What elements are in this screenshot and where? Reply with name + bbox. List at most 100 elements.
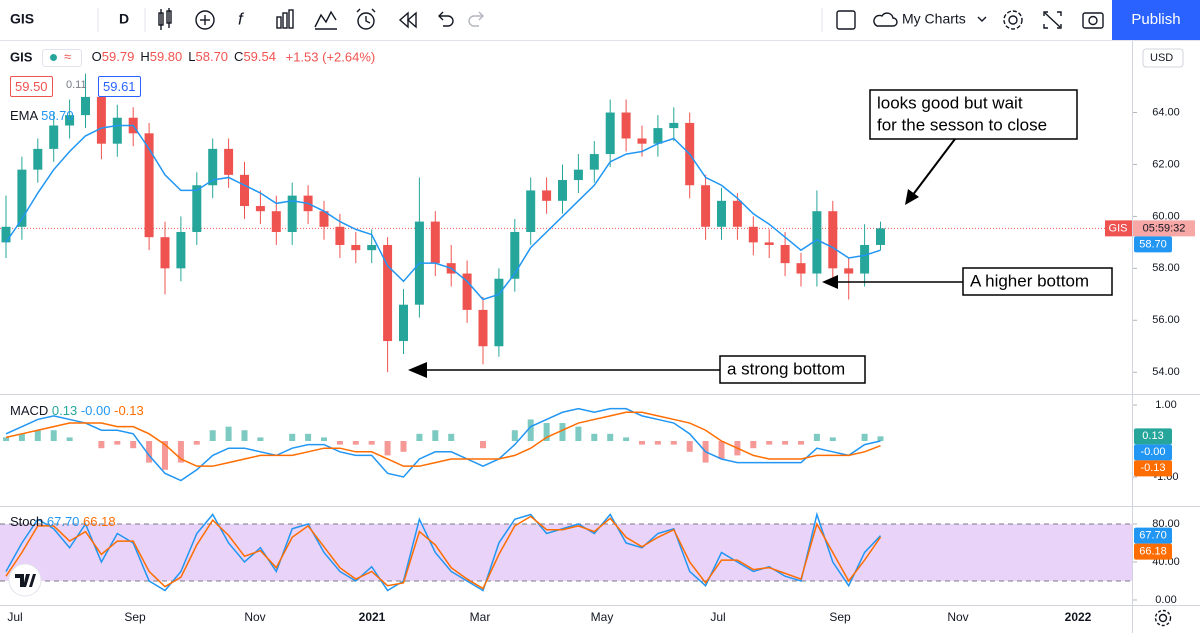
candle-body <box>192 185 202 232</box>
candle-body <box>828 211 838 269</box>
macd-histogram-bar <box>50 430 57 442</box>
fullscreen-icon[interactable] <box>1043 11 1062 29</box>
candle-body <box>732 200 742 227</box>
macd-histogram-bar <box>3 437 9 442</box>
buy-button[interactable]: 59.61 <box>98 76 141 97</box>
settings-icon[interactable] <box>1003 10 1023 30</box>
macd-histogram-bar <box>305 433 312 442</box>
macd-histogram-bar <box>718 441 725 459</box>
candle-body <box>287 195 297 232</box>
candle-body <box>208 148 218 186</box>
y-tick-label: 1.00 <box>1155 399 1176 411</box>
undo-icon[interactable] <box>438 11 454 27</box>
candle-body <box>653 128 663 144</box>
macd-histogram-bar <box>591 433 598 442</box>
ema-legend: EMA 58.70 <box>10 108 74 123</box>
chevron[interactable] <box>977 16 987 22</box>
fx-icon[interactable]: f <box>238 9 245 28</box>
stoch-label: Stoch <box>10 514 44 529</box>
alert-icon[interactable] <box>356 8 376 30</box>
ohlc-label: H <box>140 49 150 65</box>
candle-body <box>96 96 106 144</box>
candle-body <box>526 190 536 232</box>
macd-histogram-bar <box>130 441 137 449</box>
macd-histogram-bar <box>511 430 518 442</box>
symbol-button[interactable]: GIS <box>10 11 34 27</box>
macd-histogram-bar <box>368 441 375 445</box>
y-tick-label: 58.00 <box>1152 262 1180 274</box>
macd-histogram-bar <box>480 441 486 449</box>
candle-body <box>494 278 504 347</box>
my-charts-button[interactable]: My Charts <box>902 11 966 27</box>
layout-icon[interactable] <box>836 10 856 30</box>
candle-body <box>65 115 75 126</box>
indicators-add-icon[interactable] <box>195 10 215 30</box>
countdown-tag <box>1133 220 1195 237</box>
macd-histogram-bar <box>766 441 773 445</box>
macd-histogram-bar <box>400 441 407 452</box>
candle-body <box>860 244 870 274</box>
cloud-icon[interactable] <box>873 12 898 27</box>
ohlc-values: O59.79 H59.80 L58.70 C59.54 <box>92 49 282 64</box>
y-tick-label: 60.00 <box>1152 210 1180 222</box>
annotation: looks good but wait for the sesson to cl… <box>869 89 1078 205</box>
candle-body <box>478 309 488 347</box>
legend-symbol: GIS <box>10 49 33 65</box>
macd-histogram-bar <box>639 441 645 445</box>
candle-body <box>573 169 583 181</box>
annotation-box <box>962 267 1113 296</box>
axis-value-label: -0.00 <box>1140 446 1165 458</box>
candle-body <box>399 304 408 342</box>
y-tick-label: 62.00 <box>1152 158 1180 170</box>
financials-icon[interactable] <box>276 9 294 29</box>
annotation: A higher bottom <box>822 267 1113 296</box>
replay-icon[interactable] <box>398 11 417 29</box>
macd-histogram-bar <box>114 441 121 445</box>
currency-dropdown[interactable] <box>1142 48 1184 68</box>
candle-body <box>605 112 615 155</box>
candle-body <box>351 244 361 251</box>
macd-histogram-bar <box>257 437 264 442</box>
compare-icon[interactable] <box>314 10 337 30</box>
candle-body <box>367 244 377 251</box>
candle-body <box>510 231 520 279</box>
macd-hist-value: 0.13 <box>51 403 78 418</box>
macd-histogram-bar <box>654 441 661 445</box>
macd-histogram-bar <box>416 433 423 442</box>
macd-histogram-bar <box>98 441 105 449</box>
macd-histogram-bar <box>623 437 630 442</box>
macd-line <box>5 407 881 482</box>
candle-body <box>224 148 234 175</box>
candle-body <box>49 125 59 149</box>
snapshot-icon[interactable] <box>1082 12 1104 29</box>
stoch-legend: Stoch 67.70 66.18 <box>10 514 116 529</box>
sell-button[interactable]: 59.50 <box>10 76 53 97</box>
axis-value-label: 67.70 <box>1139 530 1167 542</box>
macd-histogram-bar <box>798 441 804 445</box>
publish-button[interactable] <box>1112 0 1200 40</box>
tradingview-logo[interactable] <box>8 563 42 597</box>
macd-histogram-bar <box>877 436 884 442</box>
macd-histogram-bar <box>782 441 789 445</box>
macd-histogram-bar <box>146 441 153 463</box>
candle-body <box>542 190 552 201</box>
candle-body <box>144 133 154 238</box>
x-tick-label: Nov <box>244 610 265 624</box>
x-tick-label: Sep <box>829 610 851 624</box>
macd-histogram-bar <box>527 419 534 442</box>
macd-histogram-bar <box>432 430 439 442</box>
ema-value: 58.70 <box>41 108 74 123</box>
axis-settings-icon[interactable] <box>1154 609 1172 627</box>
interval-button[interactable]: D <box>119 11 129 27</box>
macd-value: -0.00 <box>80 403 111 418</box>
currency-label[interactable]: USD <box>1150 52 1173 64</box>
ohlc-label: C <box>234 49 244 65</box>
x-tick-label: Jul <box>7 610 22 624</box>
axis-value-label: 58.70 <box>1139 238 1167 250</box>
publish-label[interactable]: Publish <box>1131 11 1180 28</box>
macd-histogram-bar <box>225 426 232 442</box>
candle-body <box>112 117 122 144</box>
arrowhead <box>408 362 427 378</box>
macd-histogram-bar <box>177 441 184 463</box>
candles-icon[interactable] <box>158 8 172 30</box>
